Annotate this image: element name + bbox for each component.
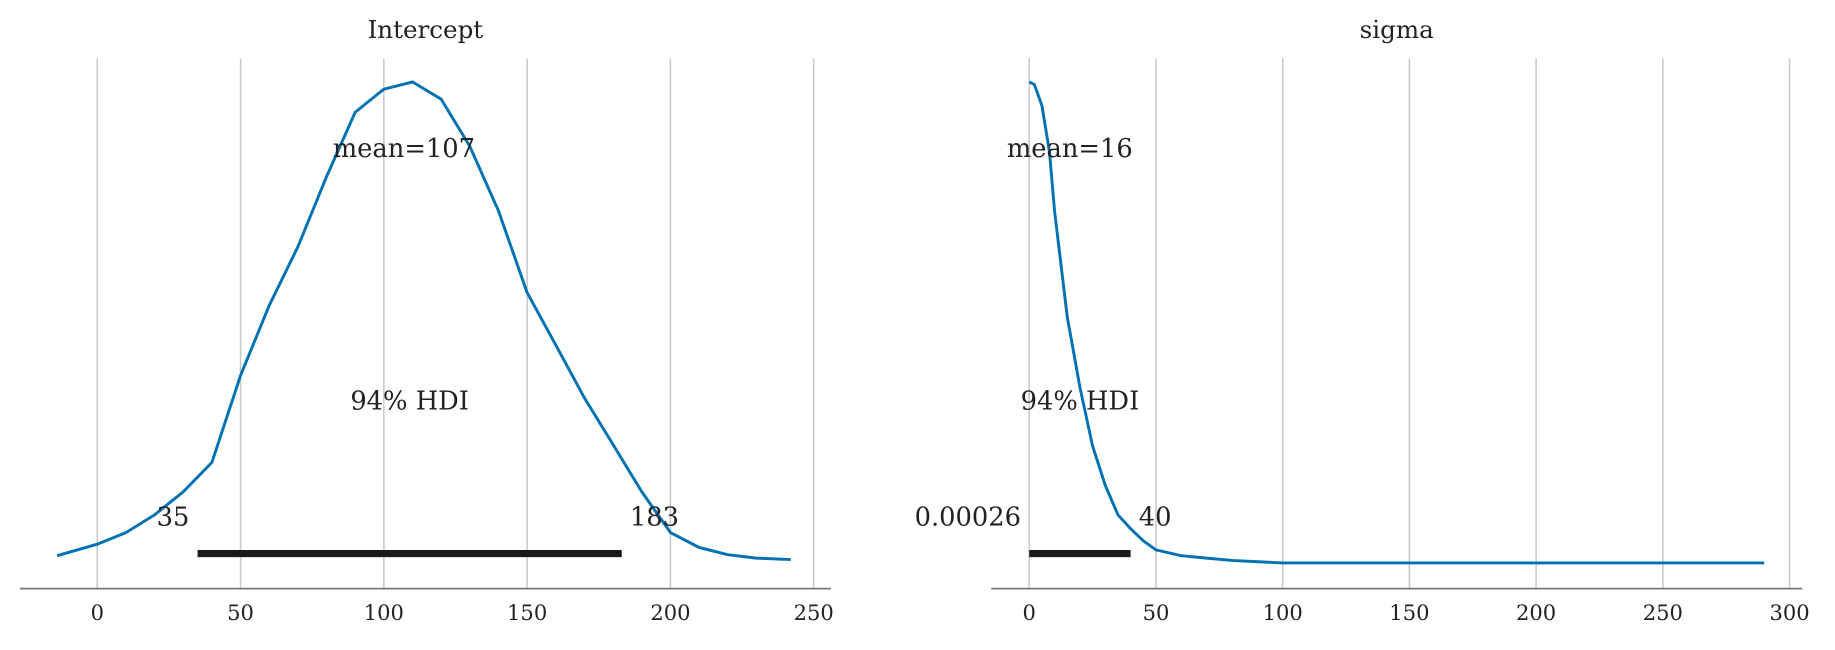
x-tick-label: 200 <box>650 600 690 625</box>
hdi-high-label: 40 <box>1139 502 1172 532</box>
x-tick-label: 200 <box>1516 600 1556 625</box>
panel-title: sigma <box>1360 15 1434 44</box>
hdi-label: 94% HDI <box>1021 387 1140 417</box>
x-tick-label: 50 <box>1143 600 1170 625</box>
x-tick-label: 50 <box>227 600 254 625</box>
density-curve <box>56 80 791 561</box>
x-tick-label: 0 <box>1023 600 1036 625</box>
hdi-low-label: 0.00026 <box>915 502 1021 532</box>
density-curve <box>1028 80 1765 565</box>
hdi-high-label: 183 <box>630 502 679 532</box>
x-tick-label: 150 <box>1389 600 1429 625</box>
panel-title: Intercept <box>368 15 484 44</box>
hdi-low-label: 35 <box>157 502 190 532</box>
x-tick-label: 250 <box>1643 600 1683 625</box>
x-tick-label: 150 <box>507 600 547 625</box>
x-tick-label: 100 <box>1263 600 1303 625</box>
x-tick-label: 250 <box>794 600 834 625</box>
mean-label: mean=16 <box>1007 134 1133 164</box>
hdi-label: 94% HDI <box>350 387 469 417</box>
x-tick-label: 0 <box>91 600 104 625</box>
mean-label: mean=107 <box>333 134 475 164</box>
x-tick-label: 300 <box>1769 600 1809 625</box>
x-tick-label: 100 <box>364 600 404 625</box>
